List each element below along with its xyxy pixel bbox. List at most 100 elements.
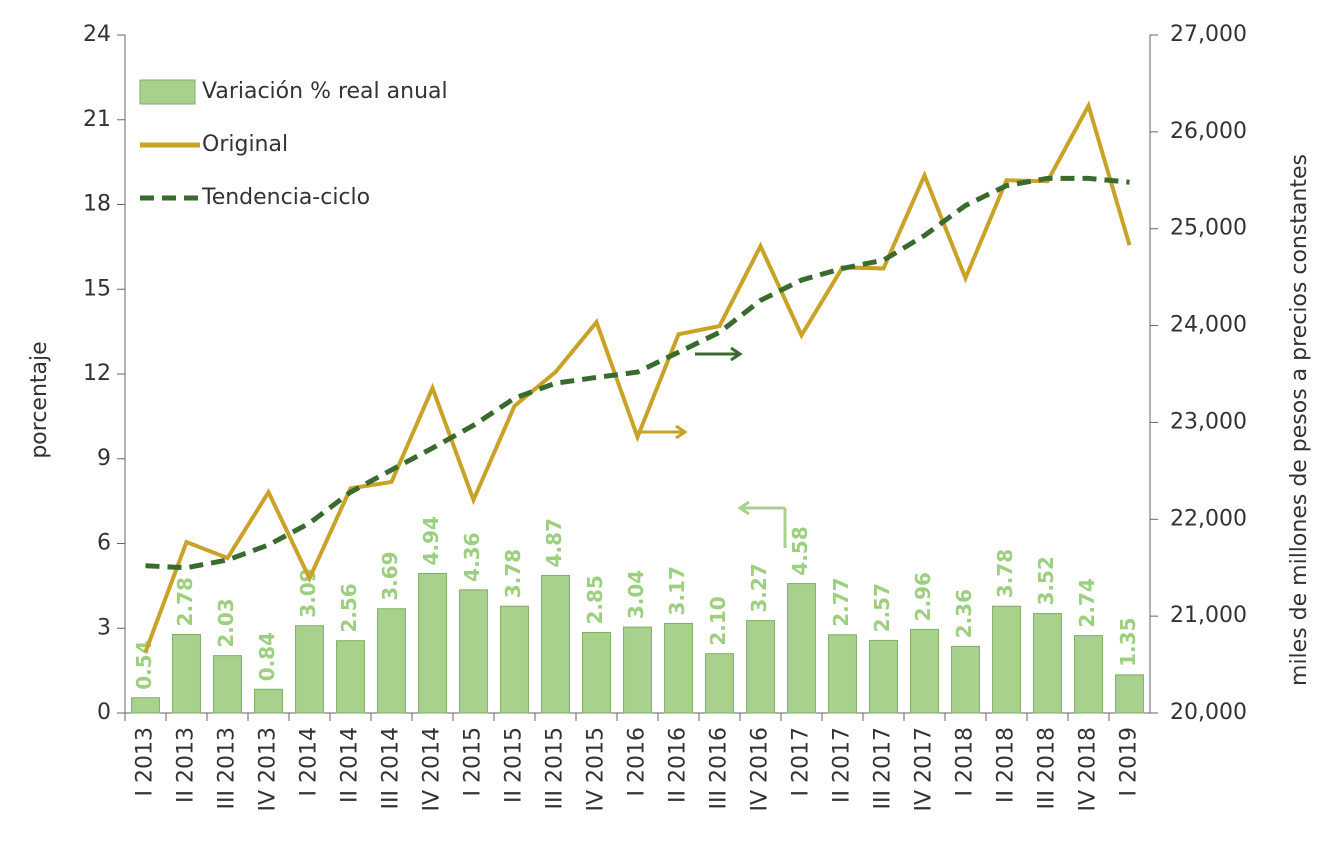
x-tick-label: I 2014 (297, 727, 322, 796)
x-tick-label: IV 2016 (748, 727, 773, 812)
bar (705, 653, 734, 714)
bar (418, 572, 447, 714)
x-tick-label: IV 2018 (1076, 727, 1101, 812)
legend-label: Variación % real anual (202, 79, 448, 104)
bar (172, 633, 201, 714)
value-label: 4.87 (542, 518, 566, 567)
y-axis-title: porcentaje (27, 341, 52, 458)
legend-swatch (139, 79, 196, 105)
y-tick-label: 18 (83, 192, 111, 217)
y2-tick-label: 25,000 (1170, 216, 1247, 241)
bar (377, 608, 406, 714)
bar (336, 640, 365, 714)
y2-tick-label: 23,000 (1170, 409, 1247, 434)
y-tick-label: 6 (97, 531, 111, 556)
value-label: 0.84 (255, 632, 279, 681)
bar (1074, 635, 1103, 714)
value-label: 2.78 (173, 577, 197, 626)
bar (828, 634, 857, 714)
value-label: 2.85 (583, 575, 607, 624)
x-tick-label: I 2015 (461, 727, 486, 796)
y-tick-label: 12 (83, 361, 111, 386)
value-label: 4.58 (788, 526, 812, 575)
y2-tick-label: 27,000 (1170, 22, 1247, 47)
x-tick-label: III 2018 (1035, 727, 1060, 809)
x-tick-label: IV 2017 (912, 727, 937, 812)
y2-tick-label: 24,000 (1170, 313, 1247, 338)
bar (459, 589, 488, 714)
x-tick-label: I 2018 (953, 727, 978, 796)
value-label: 3.27 (747, 563, 771, 612)
bar (213, 655, 242, 714)
y-tick-label: 9 (97, 446, 111, 471)
y-tick-label: 3 (97, 615, 111, 640)
x-tick-label: II 2017 (830, 727, 855, 803)
x-tick-label: III 2015 (543, 727, 568, 809)
x-tick-label: I 2019 (1117, 727, 1142, 796)
value-label: 3.17 (665, 566, 689, 615)
value-label: 3.69 (378, 551, 402, 600)
y-tick-label: 0 (97, 700, 111, 725)
x-tick-label: IV 2014 (420, 727, 445, 812)
value-label: 0.54 (132, 640, 156, 689)
value-label: 2.56 (337, 583, 361, 632)
x-tick-label: IV 2013 (256, 727, 281, 812)
bar (295, 625, 324, 714)
x-tick-label: II 2013 (174, 727, 199, 803)
value-label: 3.78 (993, 549, 1017, 598)
bar (500, 605, 529, 714)
legend-label: Tendencia-ciclo (201, 185, 370, 210)
x-tick-label: II 2015 (502, 727, 527, 803)
y2-tick-label: 21,000 (1170, 603, 1247, 628)
bar (910, 628, 939, 714)
legend-label: Original (202, 132, 288, 157)
y2-tick-label: 22,000 (1170, 506, 1247, 531)
bar (746, 620, 775, 714)
bar (623, 626, 652, 714)
value-label: 3.78 (501, 549, 525, 598)
value-label: 2.57 (870, 583, 894, 632)
bar (131, 697, 160, 714)
bar (1115, 674, 1144, 714)
value-label: 3.52 (1034, 556, 1058, 605)
line (143, 100, 1132, 653)
value-label: 4.36 (460, 532, 484, 581)
y-tick-label: 24 (83, 22, 111, 47)
x-tick-label: III 2016 (707, 727, 732, 809)
y2-tick-label: 20,000 (1170, 700, 1247, 725)
x-tick-label: II 2016 (666, 727, 691, 803)
y-tick-label: 21 (83, 107, 111, 132)
bar (992, 605, 1021, 714)
value-label: 2.77 (829, 577, 853, 626)
value-label: 3.04 (624, 570, 648, 619)
x-tick-label: IV 2015 (584, 727, 609, 812)
y2-axis-title: miles de millones de pesos a precios con… (1287, 154, 1312, 686)
x-tick-label: III 2013 (215, 727, 240, 809)
x-tick-label: III 2014 (379, 727, 404, 809)
x-tick-label: III 2017 (871, 727, 896, 809)
bar (541, 574, 570, 714)
y2-tick-label: 26,000 (1170, 119, 1247, 144)
value-label: 4.94 (419, 516, 443, 565)
value-label: 1.35 (1116, 618, 1140, 667)
bar (787, 583, 816, 714)
value-label: 2.74 (1075, 578, 1099, 627)
y-tick-label: 15 (83, 276, 111, 301)
x-tick-label: I 2013 (133, 727, 158, 796)
bar (582, 631, 611, 714)
trend-line (145, 175, 1130, 571)
x-tick-label: I 2017 (789, 727, 814, 796)
x-tick-label: II 2014 (338, 727, 363, 803)
value-label: 2.36 (952, 589, 976, 638)
bar (869, 639, 898, 714)
bar (1033, 613, 1062, 714)
value-label: 2.03 (214, 598, 238, 647)
x-tick-label: II 2018 (994, 727, 1019, 803)
bar (254, 688, 283, 714)
x-tick-label: I 2016 (625, 727, 650, 796)
bar (664, 622, 693, 714)
annotations (640, 346, 787, 548)
bar (951, 645, 980, 714)
value-label: 2.10 (706, 596, 730, 645)
